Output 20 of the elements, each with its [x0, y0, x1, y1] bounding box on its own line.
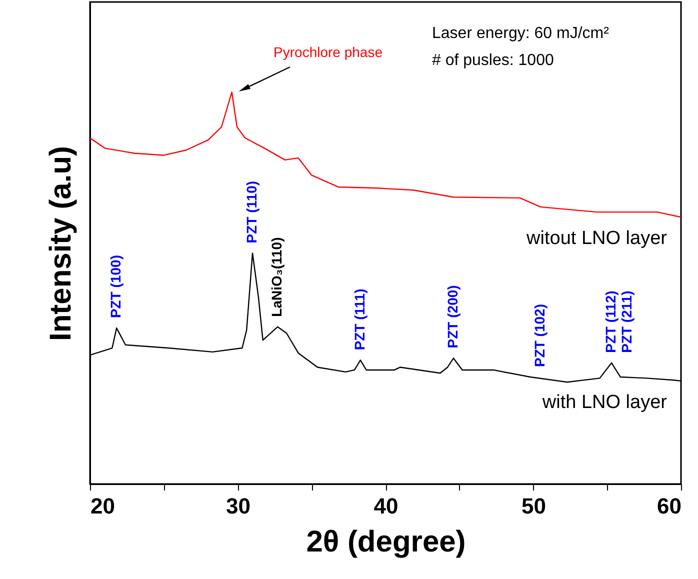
series-label: with LNO layer [541, 392, 668, 413]
text: # of pusles: 1000 [432, 52, 554, 69]
y-axis-title: Intensity (a.u) [44, 146, 78, 342]
annotation: PZT (111) [351, 288, 368, 350]
text: Laser energy: 60 mJ/cm² [432, 25, 610, 42]
annotation: PZT (100) [108, 255, 124, 318]
x-tick-label: 20 [90, 494, 115, 518]
annotation: PZT (102) [532, 304, 548, 368]
x-tick-label: 60 [657, 494, 682, 518]
annotation: LaNiO₃(110) [268, 237, 285, 317]
annotation: PZT (112) [602, 290, 619, 353]
series-label: witout LNO layer [526, 228, 668, 250]
x-axis-title: 2θ (degree) [306, 526, 466, 558]
x-tick-label: 50 [522, 494, 546, 518]
x-tick-label: 30 [226, 494, 250, 518]
annotation: PZT (200) [444, 285, 460, 348]
annotation: PZT (211) [618, 290, 635, 353]
x-tick-label: 40 [374, 494, 398, 518]
annotation: PZT (110) [244, 180, 260, 244]
text: Pyrochlore phase [274, 44, 383, 60]
